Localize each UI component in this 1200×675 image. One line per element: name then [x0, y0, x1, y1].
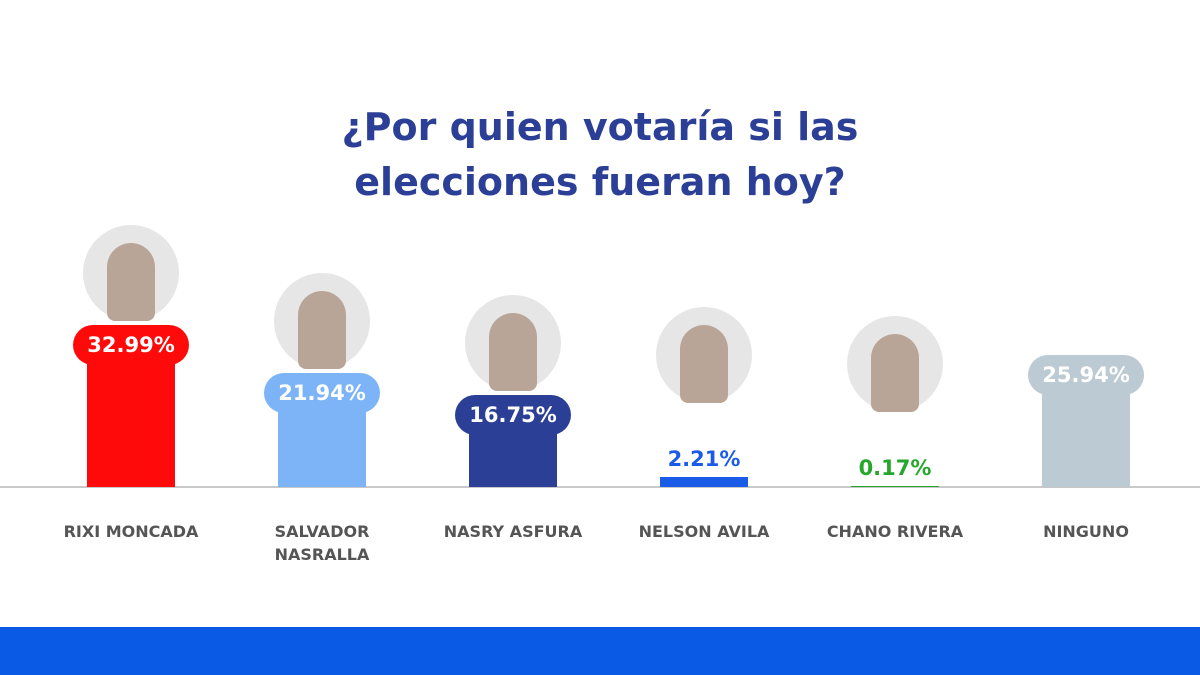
value-label: 0.17% [858, 456, 932, 481]
x-tick-label: NINGUNO [1043, 522, 1129, 541]
value-label: 16.75% [455, 394, 571, 435]
x-tick-label: CHANO RIVERA [826, 522, 964, 541]
baseline [0, 486, 1200, 488]
x-tick-label: NELSON AVILA [638, 522, 770, 541]
candidate-photo [83, 225, 179, 322]
value-label: 25.94% [1028, 355, 1144, 396]
bar [660, 477, 748, 487]
value-label: 2.21% [667, 447, 741, 472]
x-tick-label: RIXI MONCADA [63, 522, 199, 541]
candidate-photo [656, 307, 752, 404]
candidate-photo [465, 294, 561, 391]
x-tick-label: NASRY ASFURA [443, 522, 583, 541]
bar [851, 486, 939, 488]
chart-title: ¿Por quien votaría si las elecciones fue… [341, 105, 859, 204]
value-label: 21.94% [264, 372, 380, 413]
candidate-photo [847, 316, 943, 413]
bar [87, 345, 175, 487]
x-tick-label: SALVADOR NASRALLA [274, 522, 370, 564]
candidate-photo [274, 272, 370, 369]
value-label: 32.99% [73, 325, 189, 366]
footer-band [0, 627, 1200, 675]
